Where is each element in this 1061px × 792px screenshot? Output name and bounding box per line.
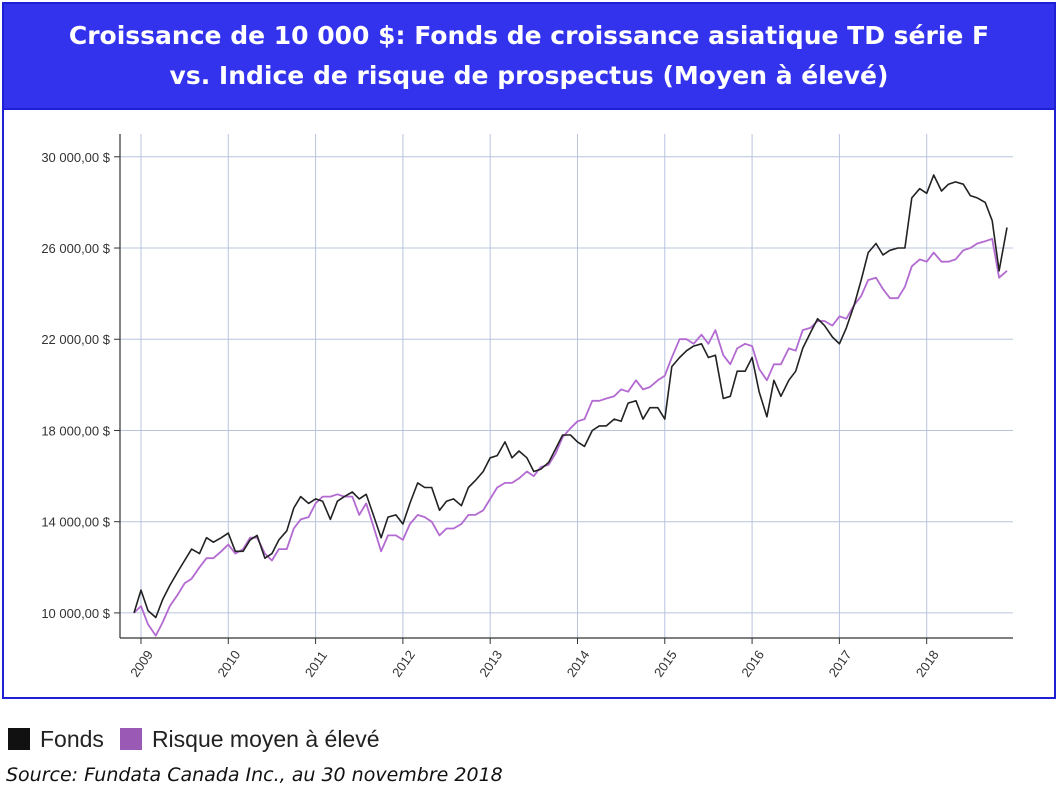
grid-lines bbox=[120, 134, 1013, 638]
source-note: Source: Fundata Canada Inc., au 30 novem… bbox=[6, 764, 503, 786]
y-tick-labels: 10 000,00 $ 14 000,00 $ 18 000,00 $ 22 000,… bbox=[41, 150, 110, 621]
chart-title-line-2: vs. Indice de risque de prospectus (Moye… bbox=[169, 61, 889, 90]
legend-swatch-risque bbox=[119, 728, 142, 750]
x-tick-label: 2013 bbox=[476, 647, 505, 679]
axes bbox=[114, 134, 1013, 644]
x-tick-label: 2011 bbox=[302, 648, 330, 680]
chart-title-banner: Croissance de 10 000 $: Fonds de croissa… bbox=[4, 4, 1054, 110]
x-tick-label: 2010 bbox=[214, 647, 243, 679]
legend-label-risque: Risque moyen à élevé bbox=[151, 725, 380, 752]
x-tick-label: 2015 bbox=[651, 647, 680, 679]
legend-item-fonds: Fonds bbox=[8, 726, 104, 753]
legend: Fonds Risque moyen à élevé bbox=[8, 724, 396, 754]
series-lines bbox=[133, 174, 1008, 637]
x-tick-label: 2017 bbox=[826, 647, 855, 679]
legend-swatch-fonds bbox=[8, 728, 30, 750]
chart-title-line-1: Croissance de 10 000 $: Fonds de croissa… bbox=[68, 21, 990, 50]
legend-label-fonds: Fonds bbox=[40, 725, 104, 752]
y-tick-label: 22 000,00 $ bbox=[41, 332, 110, 347]
y-tick-label: 26 000,00 $ bbox=[41, 241, 110, 256]
line-chart: 10 000,00 $ 14 000,00 $ 18 000,00 $ 22 000,… bbox=[41, 134, 1013, 680]
x-tick-label: 2012 bbox=[389, 647, 418, 679]
x-tick-label: 2018 bbox=[913, 647, 942, 679]
x-tick-label: 2016 bbox=[738, 647, 767, 679]
y-tick-label: 30 000,00 $ bbox=[41, 150, 110, 165]
series-line-fonds bbox=[133, 174, 1008, 619]
y-tick-label: 14 000,00 $ bbox=[41, 515, 110, 530]
series-line-risque bbox=[133, 238, 1008, 637]
x-tick-label: 2014 bbox=[564, 647, 593, 679]
x-tick-labels: 2009 2010 2011 2012 2013 2014 2015 2016 2017 2018 bbox=[127, 647, 942, 679]
x-tick-label: 2009 bbox=[127, 647, 156, 679]
y-tick-label: 10 000,00 $ bbox=[41, 606, 110, 621]
legend-item-risque: Risque moyen à élevé bbox=[119, 725, 380, 753]
y-tick-label: 18 000,00 $ bbox=[41, 423, 110, 438]
chart-frame: Croissance de 10 000 $: Fonds de croissa… bbox=[2, 2, 1056, 699]
